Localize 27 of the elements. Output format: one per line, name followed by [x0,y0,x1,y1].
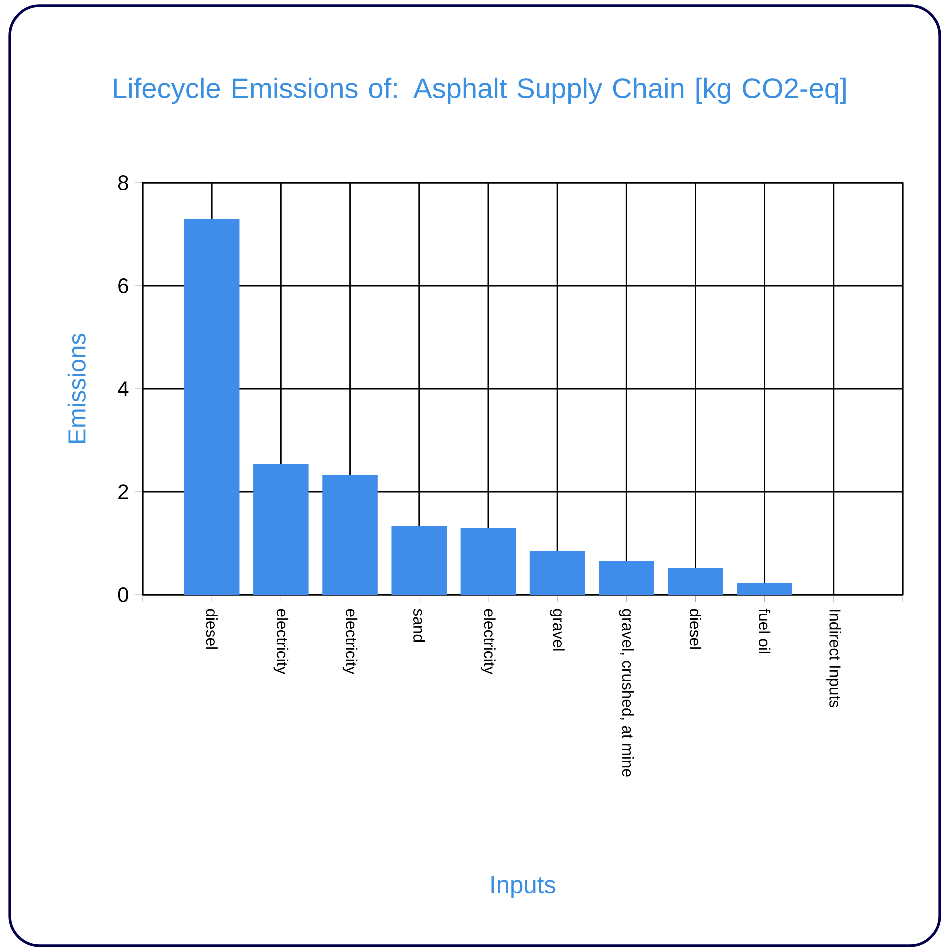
x-tick-label: gravel, crushed, at mine [619,609,634,777]
chart-title: Lifecycle Emissions of: Asphalt Supply Chain [kg CO2-eq] [114,78,846,104]
bar [599,561,654,595]
x-axis-title: Inputs [492,876,556,899]
y-axis-title: Emissions [68,334,86,444]
x-tick-label: diesel [206,609,218,649]
x-tick-label: electricity [342,609,358,675]
bar [322,475,378,595]
bar [254,464,309,595]
y-tick-label: 4 [118,382,129,396]
x-tick-label: electricity [274,609,289,675]
bar [668,568,724,595]
bar [460,528,516,595]
y-tick-label: 8 [118,176,128,190]
bar [737,583,792,595]
y-tick-label: 0 [118,588,128,602]
x-tick-label: gravel [550,609,565,651]
x-tick-label: diesel [690,609,702,649]
bar [392,526,447,595]
x-tick-label: fuel oil [758,608,771,654]
x-tick-label: Indirect Inputs [826,610,842,708]
x-tick-label: electricity [481,609,496,675]
bar [530,551,586,595]
bar [184,219,240,595]
x-tick-label: sand [414,609,426,642]
y-tick-label: 2 [118,484,128,500]
y-tick-label: 6 [118,278,128,294]
